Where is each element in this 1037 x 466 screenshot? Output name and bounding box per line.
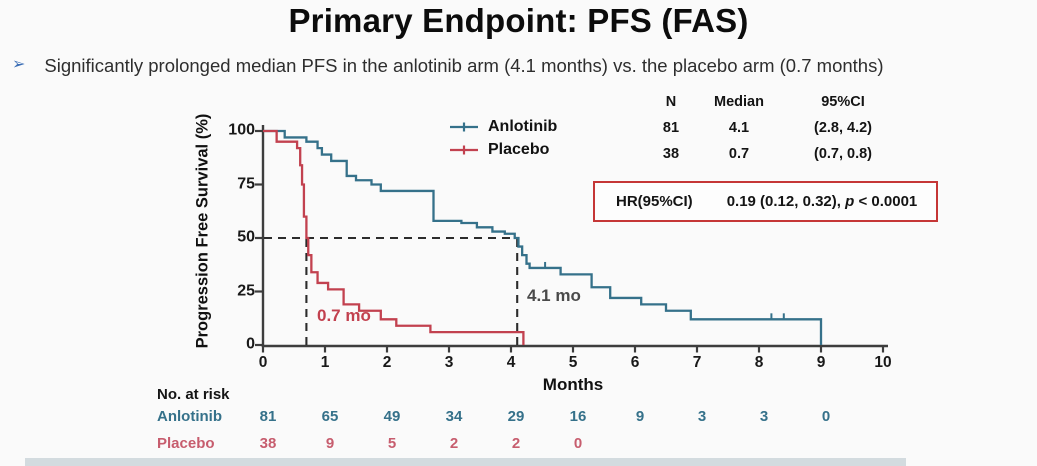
hr-value: 0.19 (0.12, 0.32), p < 0.0001 [727,193,918,210]
stats-header-n: N [665,94,677,110]
bullet-line: ➢ Significantly prolonged median PFS in … [12,54,884,78]
risk-count-anlotinib: 49 [383,408,401,425]
stats-placebo-ci: (0.7, 0.8) [813,146,873,162]
legend: Anlotinib Placebo [449,116,557,160]
risk-row-label-placebo: Placebo [157,435,215,452]
y-tick-label: 50 [237,228,255,246]
x-tick-label: 3 [444,354,454,371]
risk-table-title: No. at risk [157,386,230,403]
stats-anlotinib-n: 81 [662,120,680,136]
risk-count-placebo: 2 [511,435,521,452]
stats-table: N Median 95%CI 81 4.1 (2.8, 4.2) 38 0.7 … [646,89,904,167]
risk-count-anlotinib: 81 [259,408,277,425]
hr-p-symbol: p [845,193,855,210]
y-tick-label: 25 [237,282,255,300]
x-tick-label: 0 [258,354,268,371]
risk-count-anlotinib: 0 [821,408,831,425]
stats-header-ci: 95%CI [821,94,865,110]
median-label-anlotinib: 4.1 mo [527,286,581,305]
risk-count-placebo: 9 [325,435,335,452]
x-axis-label: Months [542,375,604,394]
y-tick-label: 0 [246,335,255,353]
bottom-edge-bar [25,458,906,466]
anlotinib-line-marker-icon [450,122,478,131]
stats-anlotinib-median: 4.1 [728,120,750,136]
risk-count-anlotinib: 65 [321,408,339,425]
bullet-text: Significantly prolonged median PFS in th… [44,55,884,76]
risk-count-anlotinib: 3 [759,408,769,425]
y-tick-label: 75 [237,175,255,193]
x-tick-label: 8 [754,354,764,371]
x-tick-label: 1 [320,354,330,371]
page-title: Primary Endpoint: PFS (FAS) [288,2,749,39]
x-tick-label: 7 [692,354,702,371]
legend-label-anlotinib: Anlotinib [488,117,558,135]
stats-header-median: Median [714,94,764,110]
x-tick-label: 9 [816,354,826,371]
y-axis-label: Progression Free Survival (%) [193,113,212,349]
risk-count-anlotinib: 9 [635,408,645,425]
risk-count-anlotinib: 34 [445,408,463,425]
hr-value-numbers: 0.19 (0.12, 0.32), [726,193,846,210]
stats-placebo-median: 0.7 [728,146,750,162]
anlotinib-survival-curve [263,129,823,345]
risk-count-anlotinib: 3 [697,408,707,425]
x-tick-label: 4 [506,354,516,371]
stats-anlotinib-ci: (2.8, 4.2) [813,120,873,136]
stats-placebo-n: 38 [662,146,680,162]
hr-p-value: < 0.0001 [854,193,918,210]
legend-label-placebo: Placebo [488,140,550,158]
x-tick-label: 2 [382,354,392,371]
x-tick-label: 6 [630,354,640,371]
risk-count-anlotinib: 29 [507,408,525,425]
risk-count-placebo: 0 [573,435,583,452]
risk-count-anlotinib: 16 [569,408,587,425]
risk-count-placebo: 5 [387,435,397,452]
risk-count-placebo: 38 [259,435,277,452]
median-label-placebo: 0.7 mo [317,306,371,325]
x-tick-label: 5 [568,354,578,371]
hr-annotation-box: HR(95%CI) 0.19 (0.12, 0.32), p < 0.0001 [593,181,938,222]
bullet-arrow-icon: ➢ [12,56,26,73]
legend-item-anlotinib: Anlotinib [449,116,557,137]
risk-count-placebo: 2 [449,435,459,452]
risk-row-label-anlotinib: Anlotinib [157,408,222,425]
hr-label: HR(95%CI) [616,193,693,210]
y-tick-label: 100 [228,121,255,139]
legend-item-placebo: Placebo [449,139,557,160]
x-tick-label: 10 [874,354,892,371]
placebo-line-marker-icon [450,145,478,154]
placebo-survival-curve [263,129,525,345]
